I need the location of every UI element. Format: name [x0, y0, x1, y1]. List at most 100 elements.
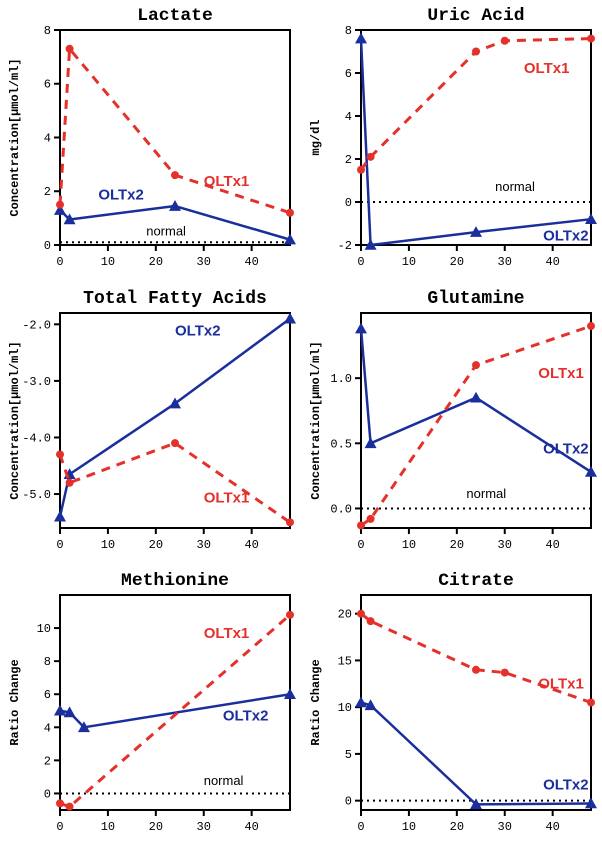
oltx1-marker — [56, 450, 64, 458]
oltx1-marker — [286, 209, 294, 217]
y-tick-label: 8 — [44, 655, 51, 669]
normal-label: normal — [466, 486, 506, 501]
panel-methionine: MethionineRatio Change0102030400246810OL… — [0, 565, 301, 848]
oltx2-marker — [355, 33, 367, 44]
x-tick-label: 20 — [450, 538, 464, 552]
oltx1-marker — [367, 617, 375, 625]
oltx1-marker — [66, 478, 74, 486]
x-tick-label: 40 — [244, 538, 258, 552]
y-tick-label: 8 — [345, 24, 352, 38]
normal-label: normal — [204, 774, 244, 789]
x-tick-label: 20 — [450, 820, 464, 834]
oltx2-marker — [355, 322, 367, 333]
x-tick-label: 0 — [56, 255, 63, 269]
y-axis-label: Concentration[µmol/ml] — [309, 341, 323, 499]
y-tick-label: 10 — [37, 622, 51, 636]
x-tick-label: 0 — [56, 538, 63, 552]
oltx2-marker — [284, 689, 296, 700]
y-tick-label: 0.5 — [330, 437, 352, 451]
x-tick-label: 20 — [450, 255, 464, 269]
oltx2-label: OLTx2 — [98, 186, 144, 203]
x-tick-label: 10 — [402, 820, 416, 834]
oltx2-marker — [355, 697, 367, 708]
chart-title: Total Fatty Acids — [83, 289, 267, 309]
y-tick-label: 2 — [345, 153, 352, 167]
y-tick-label: 6 — [44, 78, 51, 92]
y-tick-label: 0.0 — [330, 502, 352, 516]
oltx1-marker — [357, 521, 365, 529]
x-tick-label: 10 — [402, 538, 416, 552]
y-tick-label: 6 — [345, 67, 352, 81]
y-tick-label: -3.0 — [22, 375, 51, 389]
x-tick-label: 20 — [149, 820, 163, 834]
x-tick-label: 0 — [357, 820, 364, 834]
oltx2-label: OLTx2 — [175, 322, 221, 339]
y-tick-label: 4 — [345, 110, 352, 124]
y-tick-label: -4.0 — [22, 431, 51, 445]
y-tick-label: 0 — [44, 788, 51, 802]
y-tick-label: 2 — [44, 185, 51, 199]
x-tick-label: 30 — [197, 538, 211, 552]
normal-label: normal — [495, 179, 535, 194]
x-tick-label: 30 — [197, 255, 211, 269]
oltx2-label: OLTx2 — [543, 777, 589, 794]
y-tick-label: 0 — [345, 795, 352, 809]
y-tick-label: 1.0 — [330, 372, 352, 386]
oltx1-marker — [66, 803, 74, 811]
oltx1-marker — [367, 153, 375, 161]
oltx1-marker — [56, 201, 64, 209]
oltx1-marker — [472, 666, 480, 674]
oltx1-marker — [56, 800, 64, 808]
chart-title: Uric Acid — [427, 6, 524, 26]
y-tick-label: -5.0 — [22, 488, 51, 502]
oltx1-label: OLTx1 — [204, 625, 250, 642]
x-tick-label: 20 — [149, 255, 163, 269]
x-tick-label: 10 — [402, 255, 416, 269]
x-tick-label: 0 — [56, 820, 63, 834]
y-tick-label: 10 — [338, 701, 352, 715]
x-tick-label: 20 — [149, 538, 163, 552]
x-tick-label: 0 — [357, 538, 364, 552]
plot-frame — [60, 595, 290, 810]
oltx1-marker — [472, 47, 480, 55]
chart-title: Citrate — [438, 571, 514, 591]
oltx1-marker — [472, 361, 480, 369]
x-tick-label: 40 — [545, 538, 559, 552]
y-tick-label: 15 — [338, 655, 352, 669]
y-tick-label: -2.0 — [22, 318, 51, 332]
y-tick-label: 8 — [44, 24, 51, 38]
y-tick-label: 20 — [338, 608, 352, 622]
x-tick-label: 40 — [244, 820, 258, 834]
y-axis-label: Concentration[µmol/ml] — [8, 341, 22, 499]
x-tick-label: 40 — [545, 255, 559, 269]
y-tick-label: 2 — [44, 755, 51, 769]
chart-grid: LactateConcentration[µmol/ml]01020304002… — [0, 0, 602, 848]
x-tick-label: 30 — [498, 820, 512, 834]
oltx1-marker — [501, 669, 509, 677]
x-tick-label: 30 — [498, 538, 512, 552]
x-tick-label: 10 — [101, 820, 115, 834]
oltx1-marker — [357, 166, 365, 174]
x-tick-label: 40 — [545, 820, 559, 834]
panel-glutamine: GlutamineConcentration[µmol/ml]010203040… — [301, 283, 602, 566]
y-tick-label: 5 — [345, 748, 352, 762]
oltx2-marker — [284, 312, 296, 323]
oltx1-marker — [286, 518, 294, 526]
oltx2-marker — [585, 466, 597, 477]
normal-label: normal — [146, 224, 186, 239]
oltx2-marker — [54, 510, 66, 521]
oltx1-line — [60, 49, 290, 213]
oltx1-marker — [587, 322, 595, 330]
x-tick-label: 30 — [498, 255, 512, 269]
y-tick-label: 0 — [44, 239, 51, 253]
oltx1-label: OLTx1 — [538, 365, 584, 382]
y-axis-label: Ratio Change — [309, 660, 323, 746]
oltx1-marker — [171, 171, 179, 179]
oltx1-label: OLTx1 — [524, 60, 570, 77]
x-tick-label: 10 — [101, 538, 115, 552]
oltx2-label: OLTx2 — [543, 440, 589, 457]
plot-frame — [60, 30, 290, 245]
y-tick-label: -2 — [338, 239, 352, 253]
x-tick-label: 10 — [101, 255, 115, 269]
panel-fatty: Total Fatty Acids Concentration[µmol/ml] 0… — [0, 283, 301, 566]
